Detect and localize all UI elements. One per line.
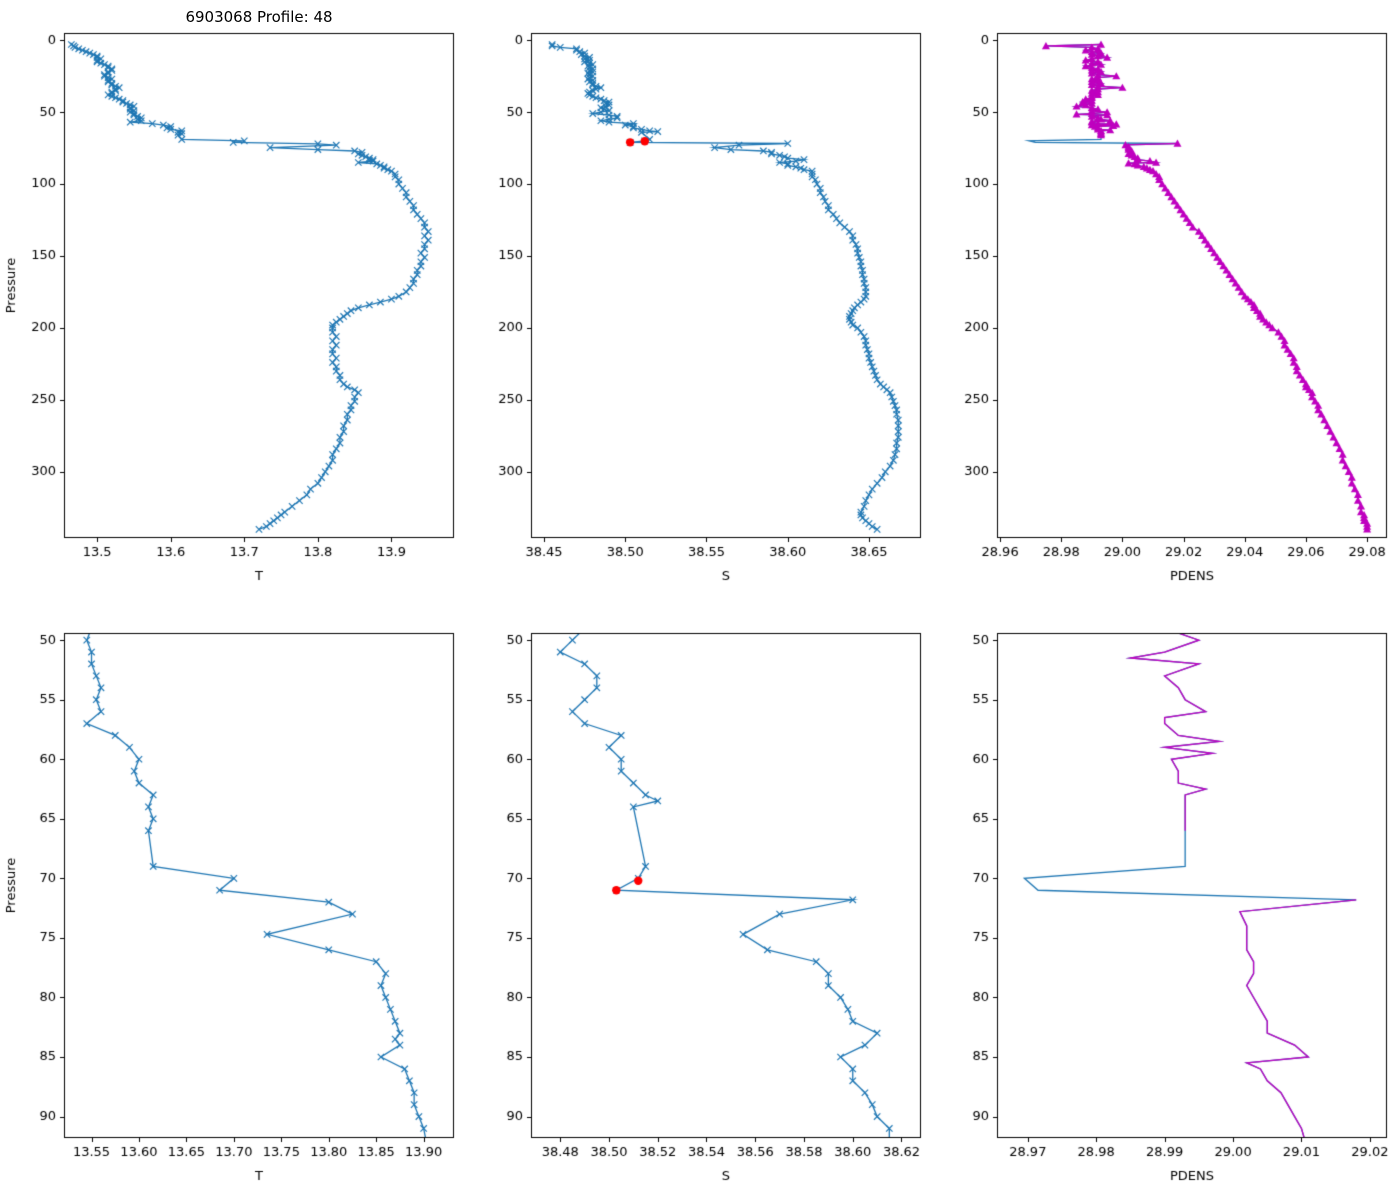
subplot-pdens-full-cell bbox=[933, 0, 1400, 600]
subplot-pdens-zoom bbox=[933, 600, 1400, 1200]
subplot-salinity-full bbox=[466, 0, 933, 600]
subplot-pdens-zoom-cell bbox=[933, 600, 1400, 1200]
subplot-temperature-full-cell bbox=[0, 0, 466, 600]
subplot-temperature-full bbox=[0, 0, 466, 600]
subplot-pdens-full bbox=[933, 0, 1400, 600]
subplot-temperature-zoom bbox=[0, 600, 466, 1200]
figure-title: 6903068 Profile: 48 bbox=[185, 8, 333, 26]
subplot-temperature-zoom-cell bbox=[0, 600, 466, 1200]
subplot-salinity-zoom-cell bbox=[466, 600, 933, 1200]
subplot-salinity-zoom bbox=[466, 600, 933, 1200]
subplot-salinity-full-cell bbox=[466, 0, 933, 600]
